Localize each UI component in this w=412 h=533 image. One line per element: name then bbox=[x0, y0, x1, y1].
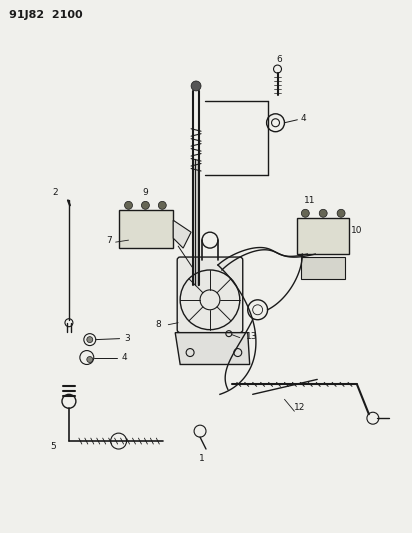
Circle shape bbox=[319, 209, 327, 217]
Circle shape bbox=[87, 337, 93, 343]
Circle shape bbox=[87, 357, 93, 362]
Text: 4: 4 bbox=[122, 353, 127, 362]
Polygon shape bbox=[173, 220, 191, 248]
Text: 91J82  2100: 91J82 2100 bbox=[9, 10, 83, 20]
Circle shape bbox=[301, 209, 309, 217]
Text: 11: 11 bbox=[304, 196, 315, 205]
Text: 4: 4 bbox=[300, 114, 306, 123]
Text: 1: 1 bbox=[199, 455, 205, 464]
Circle shape bbox=[141, 201, 150, 209]
Text: 8: 8 bbox=[155, 320, 161, 329]
Text: 10: 10 bbox=[351, 225, 363, 235]
FancyBboxPatch shape bbox=[177, 257, 243, 333]
Circle shape bbox=[337, 209, 345, 217]
Circle shape bbox=[191, 81, 201, 91]
Text: 9: 9 bbox=[143, 188, 148, 197]
Text: 7: 7 bbox=[106, 236, 112, 245]
Circle shape bbox=[124, 201, 133, 209]
Bar bbox=[119, 211, 173, 248]
Bar bbox=[301, 257, 345, 279]
Text: 13: 13 bbox=[246, 332, 258, 341]
Text: 12: 12 bbox=[294, 403, 305, 412]
Bar bbox=[297, 218, 349, 254]
Text: 6: 6 bbox=[276, 54, 282, 63]
Text: 3: 3 bbox=[125, 334, 131, 343]
Text: 2: 2 bbox=[52, 188, 58, 197]
Circle shape bbox=[158, 201, 166, 209]
Text: 5: 5 bbox=[50, 441, 56, 450]
Polygon shape bbox=[175, 333, 250, 365]
